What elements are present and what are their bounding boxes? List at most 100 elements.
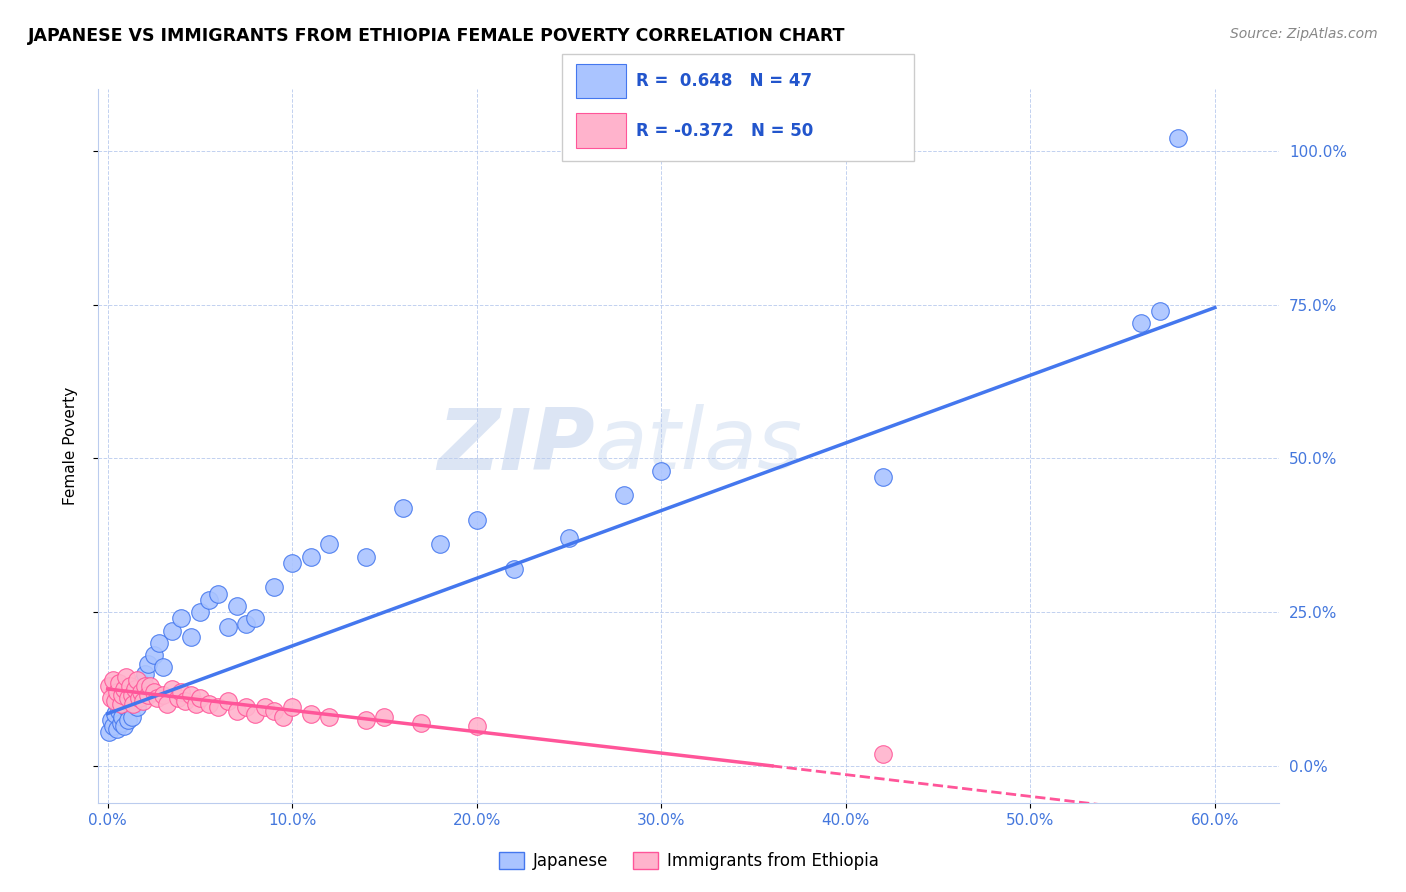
Point	[180, 630, 202, 644]
Text: atlas: atlas	[595, 404, 803, 488]
Point	[124, 685, 146, 699]
Point	[1149, 303, 1171, 318]
Point	[146, 691, 169, 706]
Point	[271, 709, 294, 723]
Point	[148, 636, 170, 650]
Point	[465, 719, 488, 733]
Point	[111, 709, 134, 723]
Point	[235, 700, 257, 714]
Point	[103, 719, 125, 733]
Point	[299, 549, 322, 564]
Point	[129, 685, 152, 699]
Point	[263, 704, 285, 718]
Point	[134, 679, 156, 693]
Point	[121, 709, 143, 723]
Point	[142, 648, 165, 662]
Legend: Japanese, Immigrants from Ethiopia: Japanese, Immigrants from Ethiopia	[494, 845, 884, 877]
Point	[170, 611, 193, 625]
Point	[225, 704, 247, 718]
Point	[134, 666, 156, 681]
Point	[225, 599, 247, 613]
Point	[1167, 131, 1189, 145]
Point	[162, 681, 183, 696]
Point	[107, 704, 129, 718]
Bar	[576, 64, 626, 98]
Point	[105, 722, 128, 736]
Point	[110, 715, 132, 730]
Point	[217, 620, 239, 634]
Point	[502, 562, 524, 576]
Point	[139, 679, 162, 693]
Point	[174, 694, 197, 708]
Point	[207, 700, 229, 714]
Point	[872, 469, 894, 483]
Point	[136, 657, 159, 672]
Point	[465, 513, 488, 527]
Point	[281, 556, 304, 570]
Point	[127, 673, 149, 687]
Point	[152, 688, 174, 702]
Point	[117, 713, 139, 727]
Point	[136, 688, 159, 702]
Point	[299, 706, 322, 721]
Point	[613, 488, 636, 502]
Point	[132, 694, 155, 708]
Point	[373, 709, 395, 723]
Point	[558, 531, 581, 545]
Point	[152, 660, 174, 674]
Text: R = -0.372   N = 50: R = -0.372 N = 50	[636, 121, 814, 139]
Point	[124, 681, 146, 696]
Point	[117, 691, 139, 706]
Point	[188, 605, 211, 619]
Point	[235, 617, 257, 632]
Point	[128, 691, 150, 706]
Point	[245, 706, 267, 721]
Point	[122, 698, 145, 712]
Point	[156, 698, 179, 712]
Point	[118, 698, 141, 712]
Point	[110, 698, 132, 712]
Point	[429, 537, 451, 551]
Point	[127, 700, 149, 714]
Point	[104, 706, 127, 721]
Point	[129, 676, 152, 690]
Point	[186, 698, 208, 712]
Y-axis label: Female Poverty: Female Poverty	[63, 387, 77, 505]
Point	[115, 700, 138, 714]
Point	[100, 691, 122, 706]
Point	[253, 700, 276, 714]
Point	[354, 713, 377, 727]
Point	[281, 700, 304, 714]
Point	[318, 537, 340, 551]
Bar	[576, 113, 626, 148]
Point	[103, 673, 125, 687]
Point	[245, 611, 267, 625]
Point	[263, 581, 285, 595]
Point	[217, 694, 239, 708]
Text: ZIP: ZIP	[437, 404, 595, 488]
Point	[180, 688, 202, 702]
Point	[1130, 316, 1153, 330]
Point	[354, 549, 377, 564]
Point	[112, 681, 135, 696]
Text: Source: ZipAtlas.com: Source: ZipAtlas.com	[1230, 27, 1378, 41]
Point	[872, 747, 894, 761]
Point	[198, 592, 221, 607]
FancyBboxPatch shape	[562, 54, 914, 161]
Point	[411, 715, 433, 730]
Text: JAPANESE VS IMMIGRANTS FROM ETHIOPIA FEMALE POVERTY CORRELATION CHART: JAPANESE VS IMMIGRANTS FROM ETHIOPIA FEM…	[28, 27, 845, 45]
Point	[121, 688, 143, 702]
Text: R =  0.648   N = 47: R = 0.648 N = 47	[636, 72, 813, 90]
Point	[318, 709, 340, 723]
Point	[166, 691, 188, 706]
Point	[115, 670, 138, 684]
Point	[105, 685, 128, 699]
Point	[98, 679, 121, 693]
Point	[100, 713, 122, 727]
Point	[188, 691, 211, 706]
Point	[112, 719, 135, 733]
Point	[104, 694, 127, 708]
Point	[650, 464, 672, 478]
Point	[170, 685, 193, 699]
Point	[207, 587, 229, 601]
